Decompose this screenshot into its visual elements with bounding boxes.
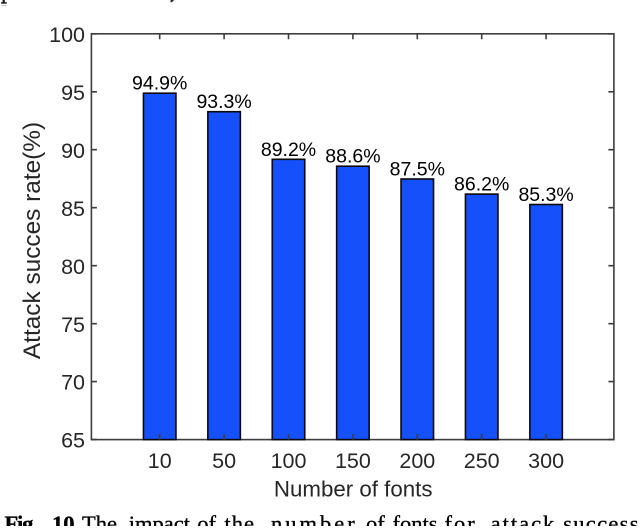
svg-text:Attack succes rate(%): Attack succes rate(%): [19, 122, 46, 359]
svg-text:fonts: fonts: [393, 511, 438, 526]
svg-text:Number of fonts: Number of fonts: [274, 477, 433, 502]
svg-text:85: 85: [61, 197, 85, 221]
svg-text:The: The: [82, 511, 117, 526]
svg-text:95: 95: [61, 81, 85, 105]
svg-text:Fig.: Fig.: [5, 511, 38, 526]
svg-text:150: 150: [335, 449, 371, 473]
svg-text:89.2%: 89.2%: [261, 139, 316, 161]
svg-text:attack: attack: [491, 511, 557, 526]
svg-text:100: 100: [271, 449, 307, 473]
svg-text:of: of: [366, 511, 385, 526]
svg-text:success: success: [563, 511, 640, 526]
svg-text:the: the: [225, 511, 256, 526]
svg-text:70: 70: [61, 371, 85, 395]
svg-text:65: 65: [61, 429, 85, 453]
svg-text:of: of: [197, 511, 216, 526]
svg-text:100: 100: [49, 23, 85, 47]
svg-text:93.3%: 93.3%: [196, 91, 251, 113]
svg-text:87.5%: 87.5%: [390, 159, 445, 181]
svg-text:50: 50: [212, 449, 236, 473]
svg-text:250: 250: [464, 449, 500, 473]
svg-text:300: 300: [528, 449, 564, 473]
svg-text:85.3%: 85.3%: [518, 184, 573, 206]
svg-text:86.2%: 86.2%: [454, 174, 509, 196]
svg-text:200: 200: [399, 449, 435, 473]
svg-text:for: for: [445, 511, 477, 526]
svg-text:10: 10: [52, 511, 75, 526]
svg-text:75: 75: [61, 313, 85, 337]
svg-text:94.9%: 94.9%: [132, 73, 187, 95]
svg-text:number: number: [271, 511, 358, 526]
svg-text:impact: impact: [129, 511, 191, 526]
svg-text:80: 80: [61, 255, 85, 279]
svg-text:88.6%: 88.6%: [325, 146, 380, 168]
svg-text:90: 90: [61, 139, 85, 163]
svg-text:10: 10: [148, 449, 172, 473]
